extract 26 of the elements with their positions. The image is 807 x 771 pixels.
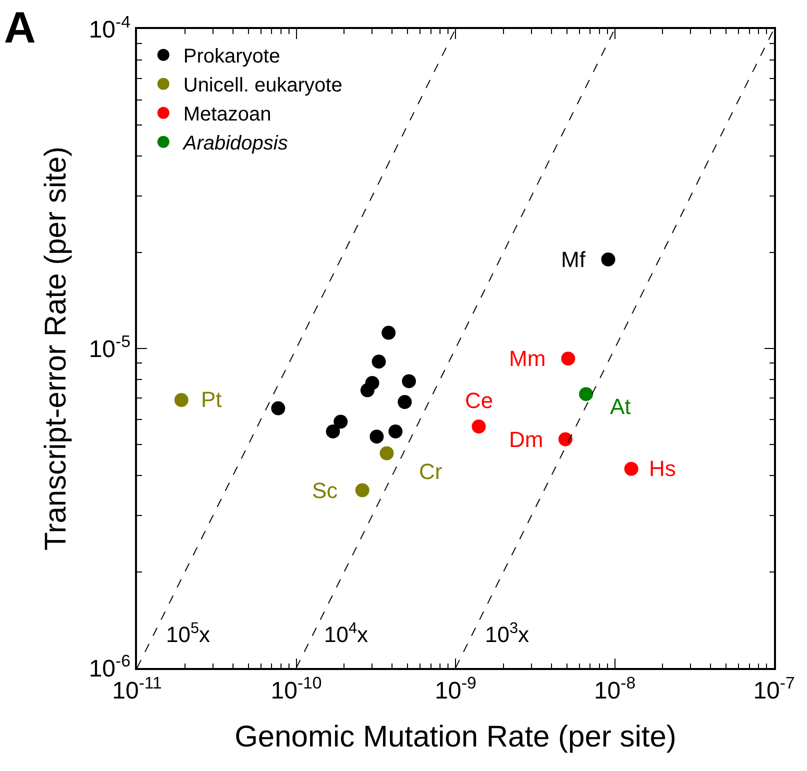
y-tick-label: 10$^{-5}$ xyxy=(88,332,130,363)
x-tick-label: 10$^{-10}$ xyxy=(270,673,322,705)
annotation: 10$^{5}$x xyxy=(166,620,210,648)
annotation: Sc xyxy=(312,478,338,503)
annotation: Mm xyxy=(509,346,546,371)
annotation: Hs xyxy=(649,456,676,481)
x-tick-label: 10$^{-9}$ xyxy=(434,673,476,705)
x-tick-label: 10$^{-8}$ xyxy=(594,673,636,705)
x-axis-title: Genomic Mutation Rate (per site) xyxy=(234,720,676,754)
annotation: 10$^{3}$x xyxy=(485,620,530,648)
annotation: Mf xyxy=(561,247,586,272)
annotation: Ce xyxy=(465,388,494,413)
legend-label: Unicell. eukaryote xyxy=(183,74,342,97)
annotation: Cr xyxy=(419,459,442,484)
annotation: Pt xyxy=(201,387,222,412)
y-tick-label: 10$^{-4}$ xyxy=(88,12,130,44)
legend-label: Arabidopsis xyxy=(182,132,288,155)
annotation: Dm xyxy=(509,427,544,452)
y-tick-label: 10$^{-6}$ xyxy=(88,651,130,682)
annotation: At xyxy=(610,394,631,419)
x-tick-label: 10$^{-7}$ xyxy=(753,673,795,705)
legend-label: Metazoan xyxy=(183,104,272,126)
y-axis-title: Transcript-error Rate (per site) xyxy=(39,146,72,550)
annotation: 10$^{4}$x xyxy=(324,620,368,648)
legend-label: Prokaryote xyxy=(183,46,280,68)
chart-title: A xyxy=(4,3,36,52)
